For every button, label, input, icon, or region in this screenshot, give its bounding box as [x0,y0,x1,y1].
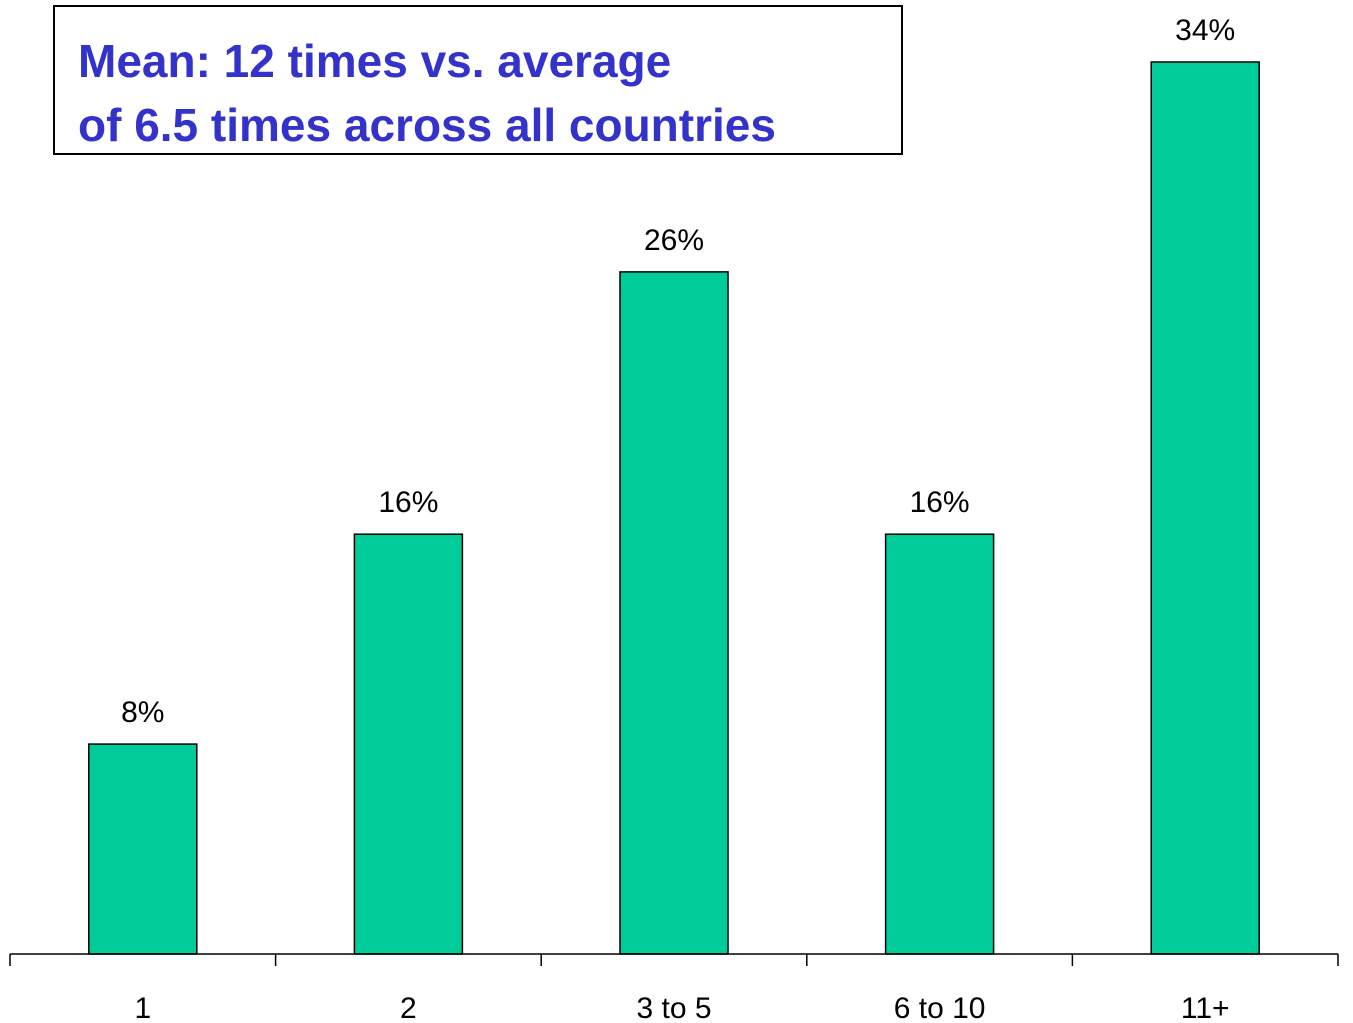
bar-1 [353,533,464,955]
data-label-4: 34% [1175,14,1235,47]
bar-3 [884,533,995,955]
x-tick-label-3: 6 to 10 [894,992,986,1023]
data-label-2: 26% [644,224,704,257]
x-tick-label-4: 11+ [1181,992,1230,1023]
x-tick-label-2: 3 to 5 [636,992,711,1023]
data-label-0: 8% [121,696,164,729]
x-axis-tick-labels: 1 2 3 to 5 6 to 10 11+ [134,992,1229,1023]
x-axis-ticks [9,954,1339,966]
bar-0 [88,743,198,955]
data-label-3: 16% [910,486,970,519]
bar-4 [1150,61,1260,955]
x-tick-label-1: 2 [400,992,417,1023]
annotation-line-2: of 6.5 times across all countries [78,99,776,151]
annotation-line-1: Mean: 12 times vs. average [78,35,672,87]
bars [88,61,1260,955]
mean-annotation-box: Mean: 12 times vs. average of 6.5 times … [53,5,903,155]
data-label-1: 16% [378,486,438,519]
bar-2 [619,271,729,955]
x-tick-label-0: 1 [134,992,151,1023]
data-labels: 8% 16% 26% 16% 34% [121,14,1235,729]
